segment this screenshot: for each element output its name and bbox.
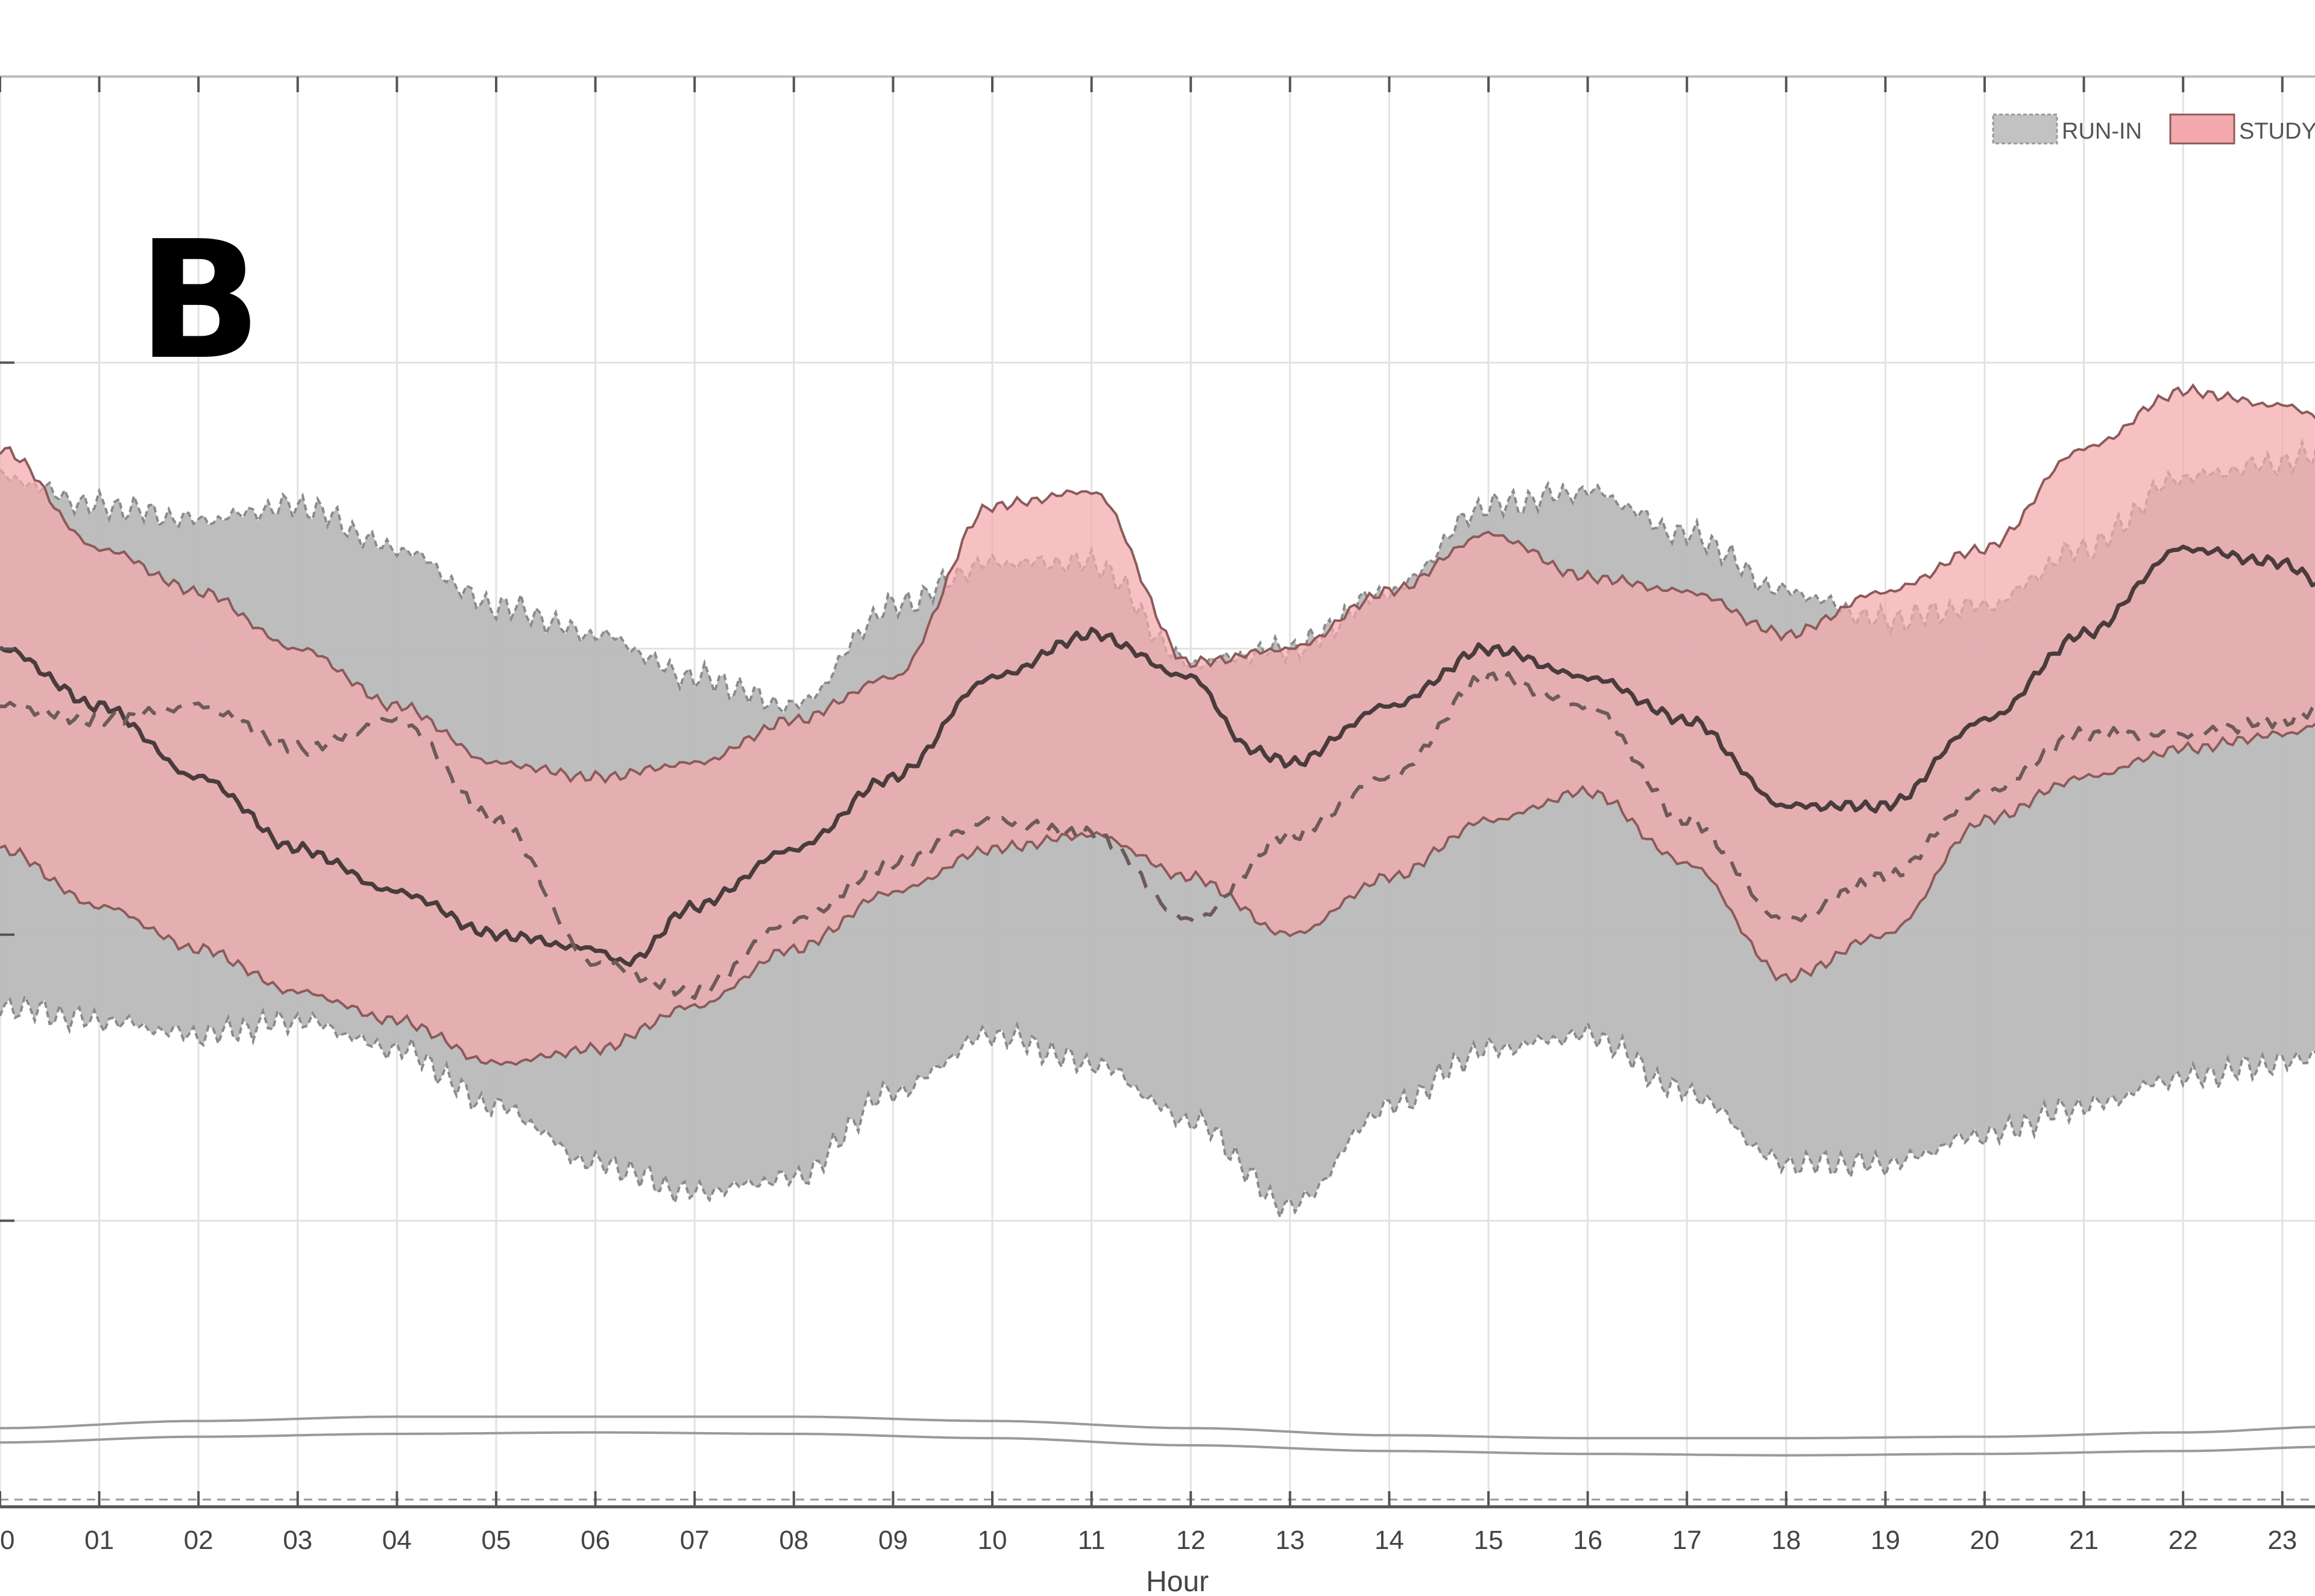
- bands: [0, 383, 2315, 1221]
- band-lower-edge-study: [0, 723, 2315, 1066]
- x-tick-label: 09: [878, 1525, 908, 1555]
- legend-label-study: STUDY: [2239, 119, 2315, 144]
- x-tick-label: 01: [84, 1525, 114, 1555]
- panel-label: B: [137, 206, 262, 395]
- x-tick-label: 04: [382, 1525, 412, 1555]
- band-upper-edge-study: [0, 383, 2315, 784]
- band-lower-edge-run-in: [0, 993, 2315, 1221]
- x-tick-label: 00: [0, 1525, 14, 1555]
- series-line-thin-2: [0, 1415, 2315, 1440]
- x-tick-label: 21: [2069, 1525, 2099, 1555]
- series-line-dashed-1: [0, 671, 2315, 1000]
- x-tick-label: 20: [1970, 1525, 2000, 1555]
- x-tick-label: 12: [1176, 1525, 1206, 1555]
- x-tick-label: 08: [779, 1525, 808, 1555]
- x-tick-label: 06: [581, 1525, 610, 1555]
- x-tick-label: 07: [680, 1525, 710, 1555]
- x-tick-label: 02: [184, 1525, 213, 1555]
- series-line-thin-3: [0, 1431, 2315, 1457]
- x-tick-label: 17: [1672, 1525, 1702, 1555]
- x-tick-labels: 00 01 02 03 04 05 06 07 08 09 10 11 12 13 14 15 16 17 18 19…: [0, 77, 2297, 1555]
- x-tick-label: 16: [1573, 1525, 1602, 1555]
- legend-swatch-study: [2169, 113, 2235, 145]
- x-tick-label: 10: [978, 1525, 1007, 1555]
- series-line-solid-0: [0, 544, 2315, 967]
- x-axis-title: Hour: [1146, 1566, 1209, 1596]
- x-tick-label: 14: [1375, 1525, 1404, 1555]
- legend: RUN-IN STUDY: [1992, 113, 2315, 145]
- x-tick-label: 15: [1474, 1525, 1504, 1555]
- x-tick-label: 11: [1078, 1525, 1106, 1555]
- x-tick-label: 23: [2267, 1525, 2297, 1555]
- x-tick-label: 03: [283, 1525, 312, 1555]
- x-tick-label: 05: [482, 1525, 511, 1555]
- lines: [0, 544, 2315, 1457]
- axes: [0, 75, 2315, 1509]
- legend-swatch-run-in: [1992, 113, 2058, 145]
- legend-label-run-in: RUN-IN: [2062, 119, 2142, 144]
- x-tick-label: 13: [1275, 1525, 1305, 1555]
- x-tick-label: 19: [1871, 1525, 1900, 1555]
- x-tick-label: 22: [2169, 1525, 2198, 1555]
- x-tick-label: 18: [1771, 1525, 1801, 1555]
- band-study: [0, 385, 2315, 1065]
